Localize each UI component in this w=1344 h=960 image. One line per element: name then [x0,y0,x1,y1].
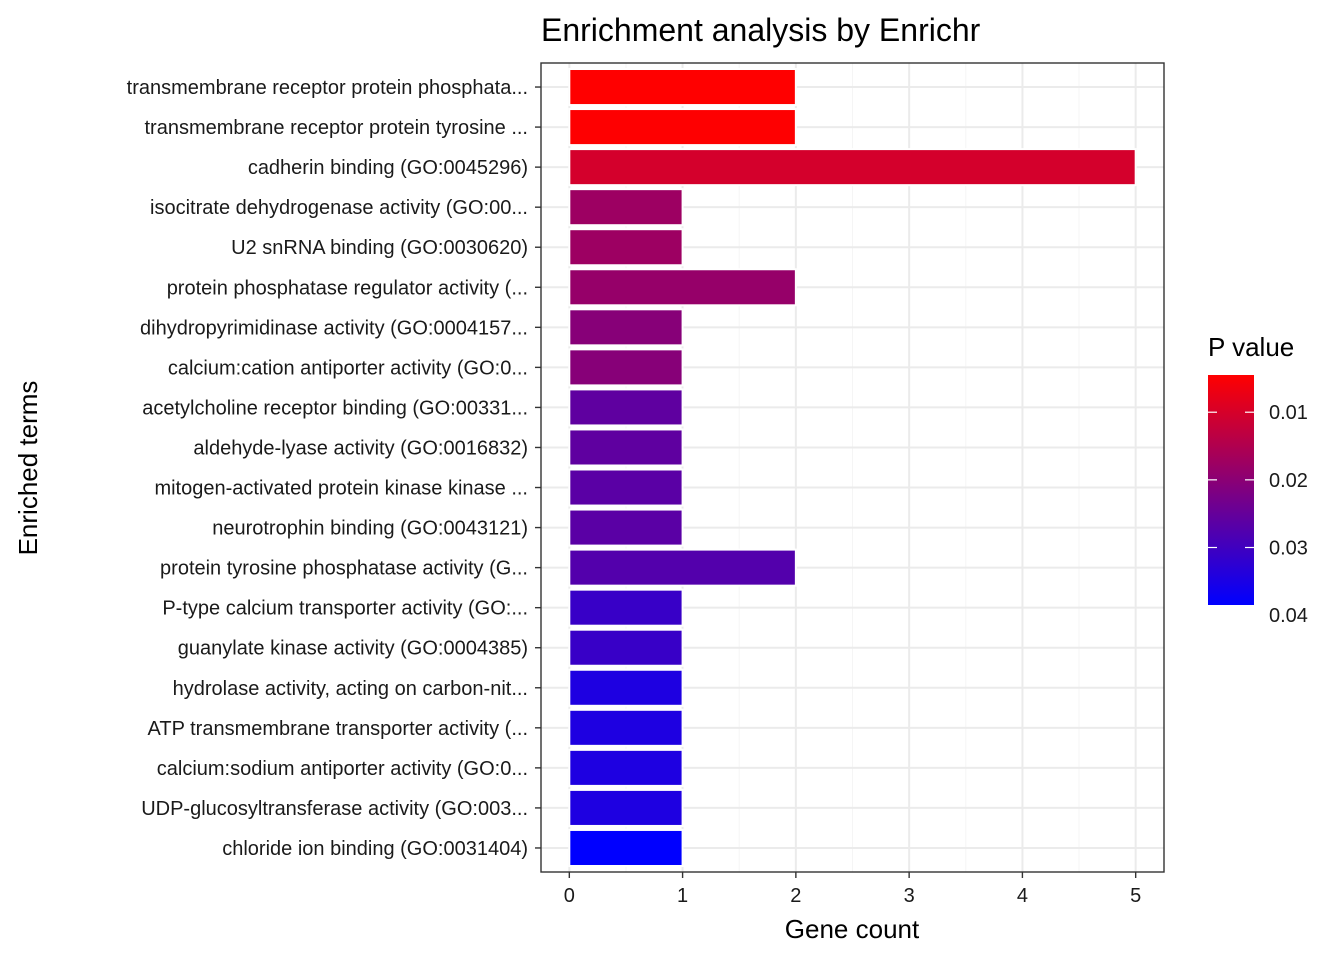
p-value-legend: P value 0.01 0.02 0.03 0.04 [1208,332,1308,627]
bar [568,708,684,747]
legend-colorbar [1208,375,1254,605]
bar [568,388,684,427]
y-tick-label: guanylate kinase activity (GO:0004385) [178,638,528,660]
bar [568,348,684,387]
y-axis-title: Enriched terms [13,381,43,556]
x-tick-label: 0 [564,885,575,907]
y-tick-label: UDP-glucosyltransferase activity (GO:003… [141,798,528,820]
bars [568,68,1137,867]
legend-tick-label: 0.04 [1269,605,1308,627]
x-tick-label: 1 [677,885,688,907]
bar [568,108,797,147]
y-tick-label: mitogen-activated protein kinase kinase … [154,478,528,500]
y-tick-label: ATP transmembrane transporter activity (… [148,718,529,740]
x-tick-label: 4 [1017,885,1028,907]
y-tick-label: cadherin binding (GO:0045296) [248,157,528,179]
x-tick-label: 2 [790,885,801,907]
y-tick-label: hydrolase activity, acting on carbon-nit… [173,678,528,700]
y-tick-label: dihydropyrimidinase activity (GO:0004157… [140,317,528,339]
bar [568,428,684,467]
legend-tick-label: 0.01 [1269,402,1308,424]
bar [568,468,684,507]
legend-ticks: 0.01 0.02 0.03 0.04 [1208,402,1308,627]
y-tick-label: protein tyrosine phosphatase activity (G… [160,558,528,580]
y-tick-label: P-type calcium transporter activity (GO:… [162,598,528,620]
y-tick-label: U2 snRNA binding (GO:0030620) [231,237,528,259]
bar [568,68,797,107]
bar [568,668,684,707]
legend-tick-label: 0.03 [1269,538,1308,560]
bar [568,748,684,787]
bar [568,268,797,307]
y-tick-label: transmembrane receptor protein phosphata… [127,77,528,99]
y-tick-label: transmembrane receptor protein tyrosine … [144,117,528,139]
y-tick-label: acetylcholine receptor binding (GO:00331… [142,397,528,419]
bar [568,788,684,827]
y-tick-label: chloride ion binding (GO:0031404) [222,838,528,860]
bar [568,228,684,267]
y-tick-label: aldehyde-lyase activity (GO:0016832) [193,437,528,459]
x-axis-title: Gene count [785,914,920,944]
bar [568,148,1137,187]
y-tick-label: neurotrophin binding (GO:0043121) [212,518,528,540]
bar [568,548,797,587]
bar [568,308,684,347]
y-axis-ticks: transmembrane receptor protein phosphata… [127,77,541,860]
plot-panel-border [540,62,1165,873]
y-tick-label: calcium:sodium antiporter activity (GO:0… [157,758,528,780]
bar [568,588,684,627]
bar [568,188,684,227]
x-axis-ticks: 0 1 2 3 4 5 [564,872,1141,907]
y-tick-label: isocitrate dehydrogenase activity (GO:00… [150,197,528,219]
bar [568,828,684,867]
y-tick-label: protein phosphatase regulator activity (… [167,277,528,299]
bar [568,508,684,547]
x-tick-label: 3 [904,885,915,907]
bar [568,628,684,667]
legend-title: P value [1208,332,1294,362]
x-tick-label: 5 [1130,885,1141,907]
y-tick-label: calcium:cation antiporter activity (GO:0… [168,357,528,379]
legend-tick-label: 0.02 [1269,470,1308,492]
chart-title: Enrichment analysis by Enrichr [541,12,981,48]
